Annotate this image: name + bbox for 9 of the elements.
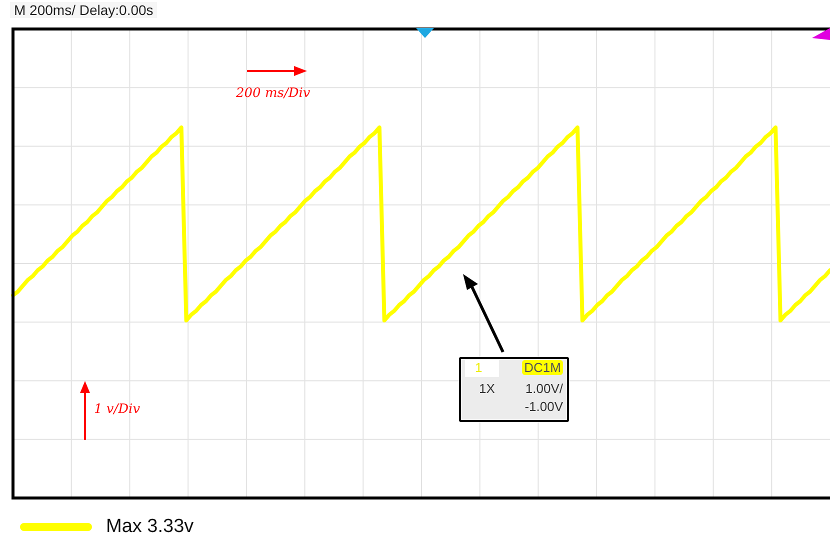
chart-title: M 200ms/ Delay:0.00s bbox=[10, 2, 158, 18]
text: 1.00V/ bbox=[525, 381, 563, 396]
text: -1.00V bbox=[524, 399, 563, 414]
text: 200 ms/Div bbox=[236, 86, 310, 101]
text: 1 v/Div bbox=[94, 402, 140, 417]
legend-label: Max 3.33v bbox=[106, 516, 194, 538]
text: 1 bbox=[465, 360, 499, 377]
text: DC1M bbox=[522, 360, 563, 375]
text: 1X bbox=[479, 381, 495, 396]
